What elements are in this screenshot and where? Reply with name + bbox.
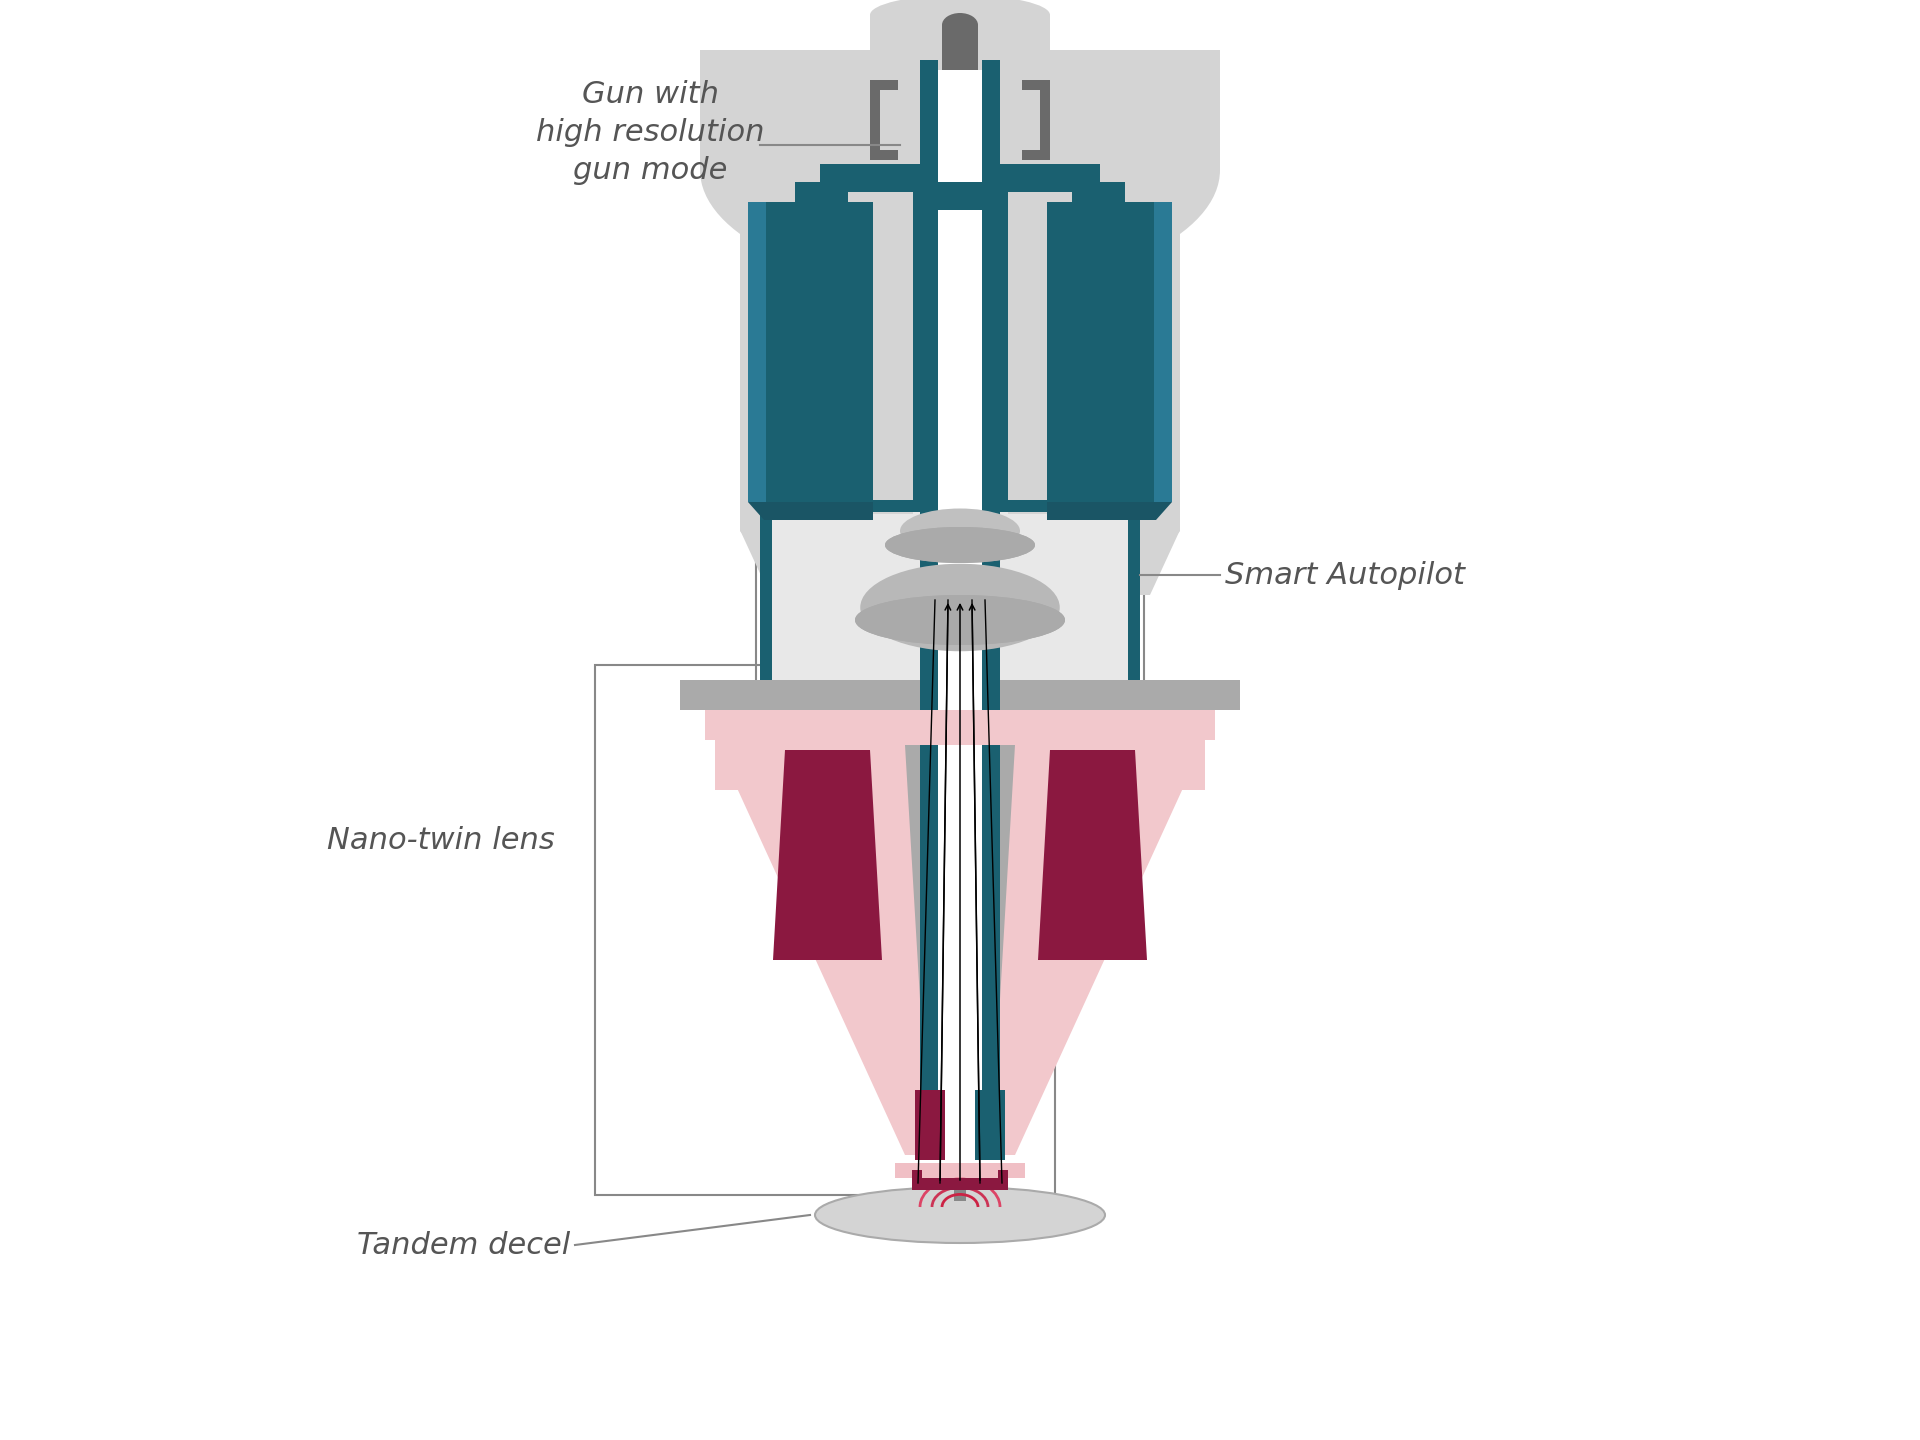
Bar: [981, 744, 1000, 1155]
Bar: [939, 181, 981, 523]
Polygon shape: [714, 740, 776, 791]
Text: Nano-twin lens: Nano-twin lens: [326, 825, 555, 854]
Bar: [920, 744, 939, 1155]
Bar: [749, 202, 874, 503]
Bar: [870, 81, 899, 91]
Bar: [920, 420, 939, 710]
Polygon shape: [1144, 740, 1206, 791]
Polygon shape: [962, 744, 996, 1135]
Bar: [916, 181, 1004, 210]
Bar: [975, 1090, 1004, 1161]
Ellipse shape: [900, 508, 1020, 553]
Ellipse shape: [701, 50, 1219, 289]
Polygon shape: [776, 747, 1144, 870]
Polygon shape: [774, 750, 881, 960]
Polygon shape: [977, 744, 1016, 1135]
Bar: [760, 500, 772, 710]
Polygon shape: [739, 530, 1181, 595]
Polygon shape: [749, 503, 874, 520]
Bar: [795, 181, 1125, 523]
Polygon shape: [714, 740, 1206, 1155]
Bar: [760, 698, 1140, 710]
Bar: [912, 1178, 1008, 1189]
Bar: [1154, 202, 1171, 503]
Polygon shape: [943, 120, 977, 148]
Bar: [981, 60, 1000, 540]
Bar: [920, 60, 939, 540]
Polygon shape: [1039, 750, 1146, 960]
Bar: [820, 192, 849, 242]
Bar: [943, 24, 977, 130]
Bar: [705, 680, 1215, 740]
Bar: [1008, 190, 1098, 514]
Polygon shape: [1046, 503, 1171, 520]
Bar: [1127, 500, 1140, 710]
Bar: [927, 180, 993, 245]
Text: Tandem decel: Tandem decel: [357, 1231, 570, 1260]
Bar: [760, 500, 1140, 710]
Bar: [680, 680, 1240, 710]
Ellipse shape: [860, 563, 1060, 651]
Bar: [954, 1169, 966, 1201]
Bar: [870, 81, 879, 160]
Text: Gun with
high resolution
gun mode: Gun with high resolution gun mode: [536, 81, 764, 186]
Bar: [1021, 150, 1050, 160]
Bar: [760, 500, 1140, 513]
Ellipse shape: [885, 527, 1035, 563]
Bar: [701, 50, 1219, 170]
Bar: [912, 1169, 922, 1189]
Bar: [939, 420, 981, 710]
Bar: [981, 432, 1000, 513]
Bar: [927, 445, 993, 505]
Ellipse shape: [814, 1187, 1106, 1243]
Bar: [939, 71, 981, 530]
Ellipse shape: [854, 595, 1066, 645]
Bar: [920, 432, 939, 513]
Ellipse shape: [739, 505, 1181, 554]
Ellipse shape: [885, 527, 1035, 563]
Bar: [820, 164, 1100, 192]
Bar: [870, 150, 899, 160]
Bar: [870, 14, 1050, 190]
Bar: [981, 420, 1000, 710]
Bar: [756, 495, 1144, 714]
Bar: [1046, 202, 1171, 503]
Ellipse shape: [854, 595, 1066, 645]
Bar: [998, 1169, 1008, 1189]
Ellipse shape: [870, 0, 1050, 35]
Bar: [916, 1090, 945, 1161]
Bar: [1071, 192, 1100, 242]
Polygon shape: [939, 744, 981, 1135]
Bar: [939, 744, 981, 1155]
Bar: [895, 1164, 1025, 1178]
Bar: [739, 170, 1181, 530]
Bar: [749, 202, 766, 503]
Bar: [1041, 81, 1050, 160]
Bar: [1021, 81, 1050, 91]
Bar: [595, 665, 1054, 1195]
Ellipse shape: [943, 13, 977, 37]
Polygon shape: [904, 744, 943, 1135]
Polygon shape: [924, 744, 958, 1135]
Bar: [824, 190, 914, 514]
Text: Smart Autopilot: Smart Autopilot: [1225, 560, 1465, 589]
